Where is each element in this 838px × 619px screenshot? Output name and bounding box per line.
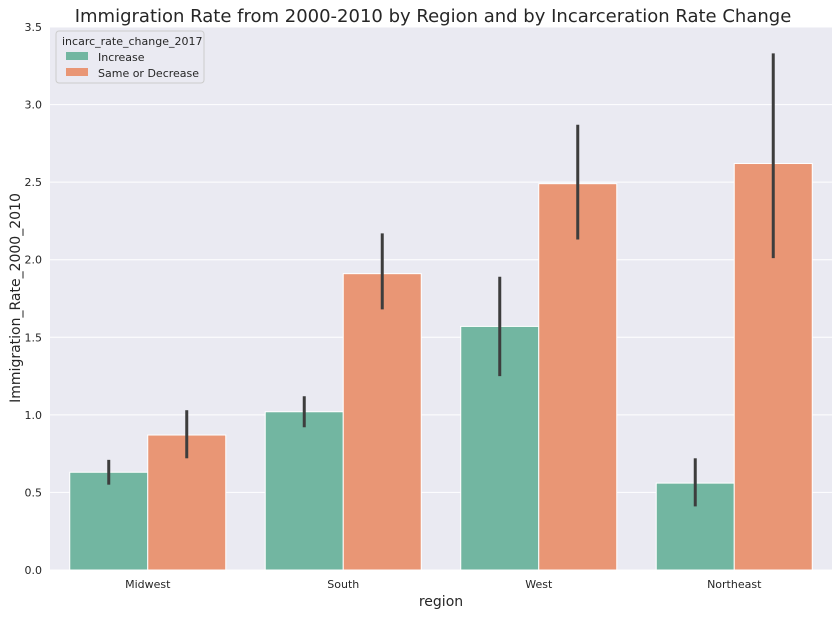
y-tick-label: 0.5 — [25, 486, 43, 499]
error-bars — [107, 53, 775, 507]
legend-title: incarc_rate_change_2017 — [62, 35, 202, 48]
x-tick-label-northeast: Northeast — [707, 578, 762, 591]
chart-title: Immigration Rate from 2000-2010 by Regio… — [75, 6, 792, 27]
y-tick-label: 2.5 — [25, 176, 43, 189]
y-tick-label: 3.0 — [25, 99, 43, 112]
x-axis-label: region — [419, 594, 463, 610]
bar-west-same-or-decrease — [538, 183, 618, 571]
legend-swatch-same-or-decrease — [66, 68, 88, 76]
x-tick-label-midwest: Midwest — [125, 578, 171, 591]
legend-label-same-or-decrease: Same or Decrease — [98, 67, 199, 80]
bar-midwest-increase — [69, 471, 149, 571]
bar-south-increase — [264, 411, 344, 571]
x-tick-label-west: West — [525, 578, 553, 591]
legend-swatch-increase — [66, 52, 88, 60]
bars — [69, 163, 813, 571]
y-tick-label: 2.0 — [25, 254, 43, 267]
bar-south-same-or-decrease — [342, 273, 422, 571]
y-tick-labels: 0.0 0.5 1.0 1.5 2.0 2.5 3.0 3.5 — [25, 21, 43, 577]
y-tick-label: 1.5 — [25, 331, 43, 344]
legend: incarc_rate_change_2017 Increase Same or… — [55, 30, 205, 84]
x-tick-labels: Midwest South West Northeast — [125, 578, 762, 591]
legend-label-increase: Increase — [98, 51, 145, 64]
y-tick-label: 0.0 — [25, 564, 43, 577]
legend-box — [55, 30, 205, 84]
y-tick-label: 3.5 — [25, 21, 43, 34]
y-axis-label: Immigration_Rate_2000_2010 — [8, 193, 24, 403]
x-tick-label-south: South — [327, 578, 359, 591]
y-tick-label: 1.0 — [25, 409, 43, 422]
